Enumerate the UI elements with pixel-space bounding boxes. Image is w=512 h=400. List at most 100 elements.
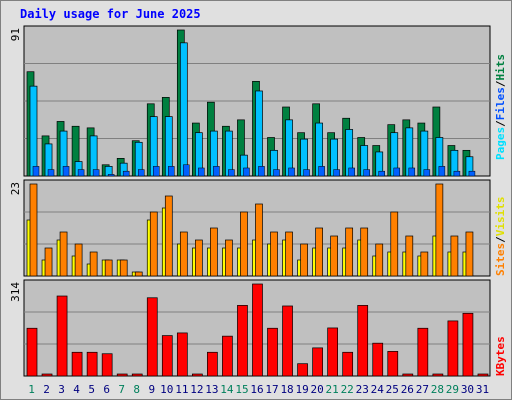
- bar-files: [255, 90, 263, 177]
- legend-hits: Hits: [494, 54, 507, 81]
- day-label: 16: [250, 383, 263, 396]
- bar-kbytes: [116, 373, 128, 377]
- bar-sites: [74, 243, 83, 277]
- bar-kbytes: [342, 351, 354, 377]
- bar-kbytes: [312, 347, 323, 377]
- bar-pages: [453, 170, 461, 177]
- day-label: 12: [190, 383, 203, 396]
- day-label: 28: [431, 383, 444, 396]
- bar-sites: [149, 211, 158, 277]
- bar-sites: [29, 183, 38, 277]
- day-label: 30: [461, 383, 474, 396]
- day-label: 6: [103, 383, 110, 396]
- legend-pages: Pages: [494, 126, 507, 160]
- bar-sites: [225, 239, 233, 277]
- ymax-label-hits-files-pages: 91: [9, 28, 22, 41]
- bar-kbytes: [447, 320, 459, 377]
- legend-sep-3: /: [494, 236, 507, 243]
- bar-sites: [465, 231, 474, 277]
- bar-pages: [183, 164, 190, 177]
- bar-sites: [315, 227, 323, 277]
- day-label: 22: [341, 383, 354, 396]
- bar-pages: [228, 169, 235, 177]
- day-label: 19: [295, 383, 308, 396]
- bar-sites: [435, 183, 444, 277]
- ymax-label-kbytes: 314: [9, 282, 22, 302]
- bar-kbytes: [207, 351, 218, 377]
- day-label: 20: [311, 383, 324, 396]
- bar-sites: [360, 227, 369, 277]
- ymax-label-sites-visits: 23: [9, 182, 22, 195]
- bar-kbytes: [462, 312, 474, 377]
- bar-kbytes: [327, 327, 338, 377]
- bar-pages: [213, 166, 220, 177]
- bar-sites: [300, 243, 308, 277]
- bar-pages: [273, 169, 280, 177]
- bar-kbytes: [417, 327, 429, 377]
- bar-sites: [405, 235, 414, 277]
- bar-sites: [179, 231, 188, 277]
- bar-kbytes: [432, 373, 444, 377]
- bar-kbytes: [402, 373, 414, 377]
- bar-sites: [375, 243, 384, 277]
- bar-sites: [104, 259, 113, 277]
- day-label: 31: [476, 383, 489, 396]
- day-label: 18: [280, 383, 293, 396]
- bar-kbytes: [192, 373, 203, 377]
- bar-kbytes: [146, 297, 158, 377]
- legend-hits-files-pages: Pages/Files/Hits: [494, 54, 507, 160]
- bar-kbytes: [56, 295, 68, 377]
- day-label: 17: [265, 383, 278, 396]
- bar-sites: [330, 235, 338, 277]
- bar-kbytes: [222, 335, 233, 377]
- bar-files: [285, 119, 293, 177]
- bar-pages: [62, 166, 70, 177]
- bar-sites: [420, 251, 429, 277]
- legend-sites: Sites: [494, 242, 507, 276]
- bar-pages: [423, 169, 431, 177]
- bar-kbytes: [161, 335, 173, 377]
- bar-pages: [32, 166, 40, 177]
- day-label: 9: [148, 383, 155, 396]
- legend-visits: Visits: [494, 196, 507, 237]
- chart-title: Daily usage for June 2025: [20, 7, 201, 21]
- bar-sites: [164, 195, 173, 277]
- bar-sites: [270, 231, 278, 277]
- bar-kbytes: [282, 305, 293, 377]
- day-label: 15: [235, 383, 248, 396]
- day-label: 29: [446, 383, 459, 396]
- bar-kbytes: [71, 351, 83, 377]
- legend-kbytes-label: KBytes: [494, 336, 507, 376]
- bar-sites: [119, 259, 128, 277]
- bar-kbytes: [477, 373, 489, 377]
- bar-pages: [363, 169, 370, 177]
- bar-kbytes: [252, 283, 263, 377]
- bar-sites: [345, 227, 354, 277]
- bar-sites: [134, 271, 143, 277]
- day-label: 2: [43, 383, 50, 396]
- bar-pages: [77, 169, 85, 177]
- bar-pages: [107, 174, 115, 177]
- day-label: 1: [28, 383, 35, 396]
- bar-pages: [303, 169, 310, 177]
- bar-kbytes: [267, 327, 278, 377]
- day-label: 3: [58, 383, 65, 396]
- bar-pages: [318, 166, 325, 177]
- bar-files: [420, 130, 429, 177]
- bar-kbytes: [387, 351, 399, 377]
- bar-pages: [348, 167, 355, 177]
- bar-pages: [438, 166, 446, 177]
- day-label: 5: [88, 383, 95, 396]
- bar-sites: [210, 227, 218, 277]
- bar-sites: [240, 211, 248, 277]
- day-label: 10: [160, 383, 173, 396]
- bar-sites: [89, 251, 98, 277]
- bar-pages: [333, 169, 340, 177]
- bar-sites: [255, 203, 263, 277]
- bar-sites: [285, 231, 293, 277]
- day-label: 8: [133, 383, 140, 396]
- bar-kbytes: [176, 332, 188, 377]
- bar-pages: [168, 166, 175, 177]
- day-label: 4: [73, 383, 80, 396]
